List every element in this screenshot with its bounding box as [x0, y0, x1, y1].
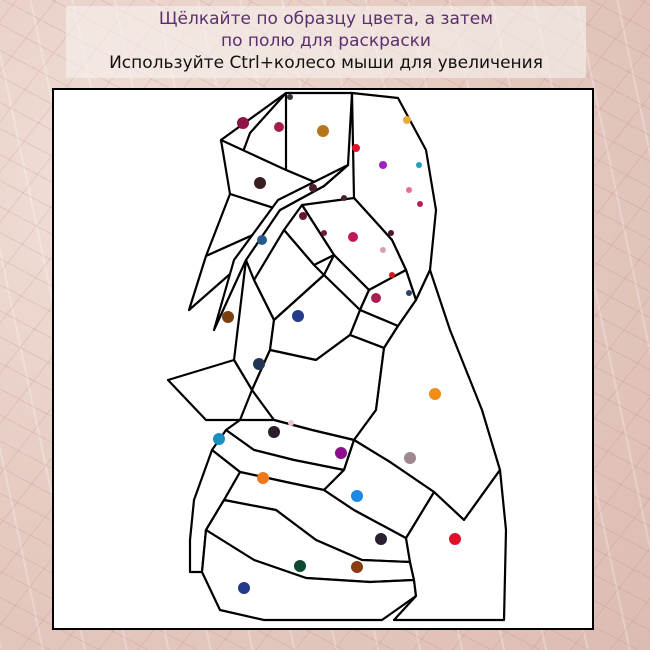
- color-sample-dot[interactable]: [341, 195, 347, 201]
- color-sample-dot[interactable]: [352, 144, 360, 152]
- color-sample-dot[interactable]: [253, 358, 265, 370]
- color-sample-dot[interactable]: [213, 433, 225, 445]
- color-sample-dot[interactable]: [222, 311, 234, 323]
- color-sample-dot[interactable]: [254, 177, 266, 189]
- color-sample-dot[interactable]: [406, 187, 412, 193]
- instruction-line-1: Щёлкайте по образцу цвета, а затем: [158, 9, 494, 29]
- color-sample-dot[interactable]: [380, 247, 386, 253]
- coloring-picture[interactable]: [54, 90, 592, 628]
- coloring-canvas[interactable]: [52, 88, 594, 630]
- instruction-line-2: по полю для раскраски: [221, 31, 431, 51]
- color-sample-dot[interactable]: [335, 447, 347, 459]
- color-sample-dot[interactable]: [403, 116, 411, 124]
- color-sample-dot[interactable]: [294, 560, 306, 572]
- color-sample-dot[interactable]: [449, 533, 461, 545]
- color-sample-dot[interactable]: [351, 561, 363, 573]
- color-sample-dot[interactable]: [379, 161, 387, 169]
- color-sample-dot[interactable]: [257, 235, 267, 245]
- color-sample-dot[interactable]: [321, 230, 327, 236]
- color-sample-dot[interactable]: [268, 426, 280, 438]
- color-sample-dot[interactable]: [388, 230, 394, 236]
- instruction-line-3: Используйте Ctrl+колесо мыши для увеличе…: [109, 53, 543, 73]
- color-sample-dot[interactable]: [237, 117, 249, 129]
- region-neck-left[interactable]: [166, 358, 254, 422]
- color-sample-dot[interactable]: [404, 452, 416, 464]
- color-sample-dot[interactable]: [417, 201, 423, 207]
- color-sample-dot[interactable]: [416, 162, 422, 168]
- color-sample-dot[interactable]: [309, 184, 317, 192]
- color-sample-dot[interactable]: [274, 122, 284, 132]
- color-sample-dot[interactable]: [348, 232, 358, 242]
- color-sample-dot[interactable]: [257, 472, 269, 484]
- color-sample-dot[interactable]: [299, 212, 307, 220]
- color-sample-dot[interactable]: [371, 293, 381, 303]
- color-sample-dot[interactable]: [375, 533, 387, 545]
- region-hair-back[interactable]: [212, 163, 350, 332]
- region-arm-right[interactable]: [322, 438, 436, 540]
- instructions-panel: Щёлкайте по образцу цвета, а затем по по…: [66, 6, 586, 78]
- color-sample-dot[interactable]: [292, 310, 304, 322]
- color-sample-dot[interactable]: [317, 125, 329, 137]
- region-hair-top[interactable]: [284, 91, 354, 188]
- color-sample-dot[interactable]: [389, 272, 395, 278]
- color-sample-dot[interactable]: [238, 582, 250, 594]
- color-sample-dot[interactable]: [287, 94, 293, 100]
- color-sample-dot[interactable]: [351, 490, 363, 502]
- color-sample-dot[interactable]: [288, 420, 294, 426]
- color-sample-dot[interactable]: [429, 388, 441, 400]
- color-sample-dot[interactable]: [406, 290, 412, 296]
